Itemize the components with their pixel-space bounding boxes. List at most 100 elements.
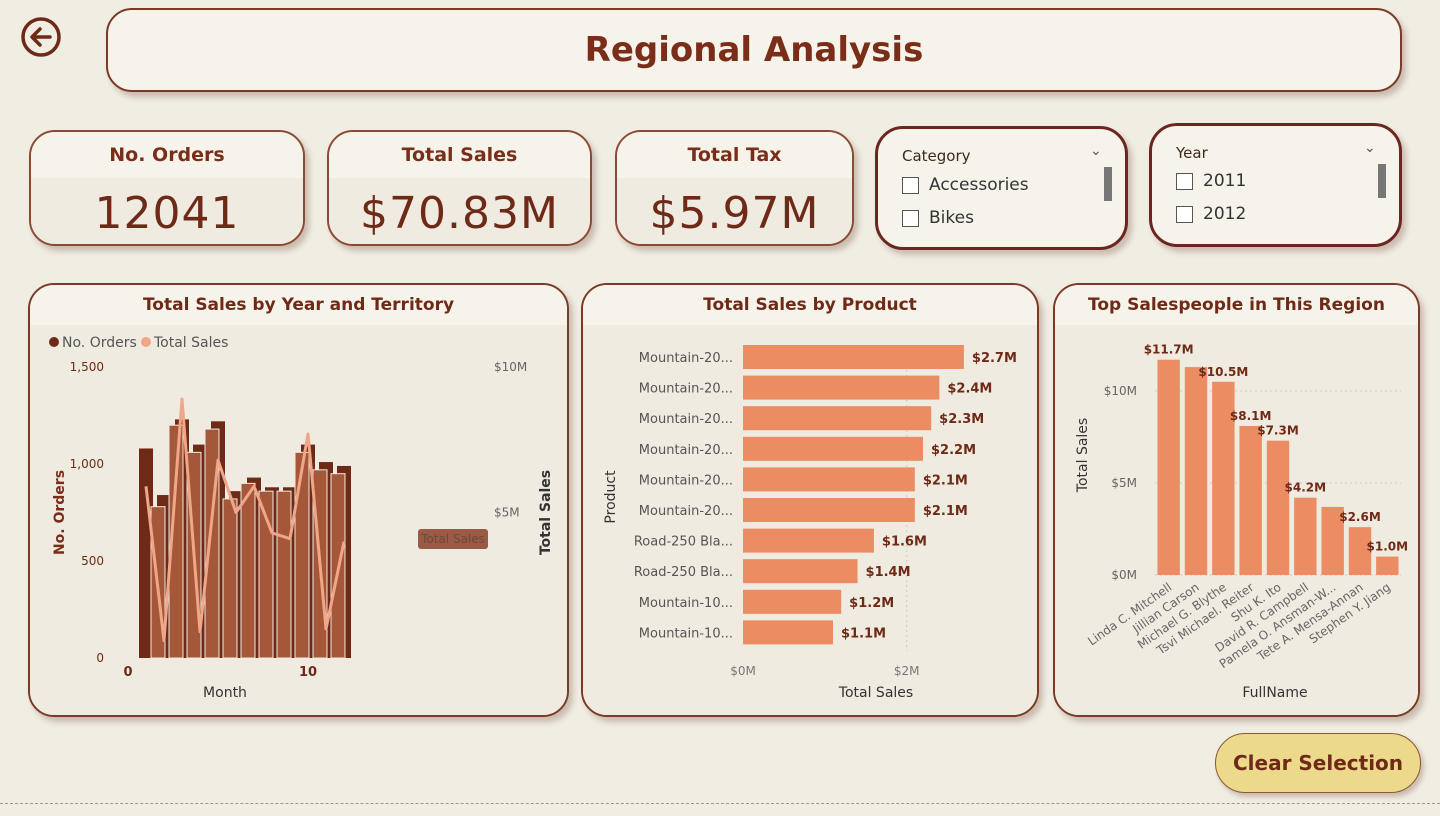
tooltip-box [418, 529, 488, 549]
chart-title: Total Sales by Year and Territory [30, 285, 567, 325]
bar-product [743, 375, 940, 400]
category-label: Road-250 Bla... [634, 535, 733, 550]
bar-product [743, 498, 915, 522]
y-tick-label: $10M [1104, 384, 1137, 398]
category-label: Mountain-20... [639, 351, 733, 366]
x-tick-label: 0 [123, 665, 132, 680]
data-label: $11.7M [1144, 343, 1194, 357]
combo-chart[interactable]: No. Orders Total Sales 0 500 1,000 1,500 $5M $1… [30, 325, 567, 715]
x-tick-label: $0M [730, 664, 756, 678]
bar-salesperson [1157, 359, 1180, 575]
category-label: Mountain-20... [639, 412, 733, 427]
kpi-card-orders: No. Orders 12041 [29, 130, 305, 246]
kpi-value: 12041 [31, 178, 303, 244]
legend-marker [141, 337, 151, 347]
bar-salesperson [1348, 527, 1372, 575]
checkbox-icon[interactable] [902, 176, 919, 194]
data-label: $8.1M [1230, 409, 1272, 423]
bar-product [743, 559, 858, 584]
checkbox-icon[interactable] [1176, 205, 1193, 223]
category-label: Mountain-10... [639, 596, 733, 611]
data-label: $2.4M [947, 382, 992, 397]
x-tick-label: $2M [894, 664, 920, 678]
y2-tick-label: $10M [494, 360, 527, 374]
y-tick-label: 1,000 [70, 457, 104, 471]
bar-orders [222, 498, 238, 659]
x-axis-label: FullName [1242, 685, 1307, 701]
bar-salesperson [1212, 381, 1235, 575]
chevron-down-icon[interactable]: ⌄ [1090, 143, 1102, 159]
bar-product [743, 620, 833, 645]
data-label: $2.3M [939, 412, 984, 427]
slicer-option-label: Bikes [929, 208, 974, 228]
data-label: $1.6M [882, 535, 927, 550]
kpi-label: Total Tax [617, 132, 852, 178]
category-label: Mountain-20... [639, 473, 733, 488]
x-axis-label: Month [203, 685, 247, 701]
chart-title: Total Sales by Product [583, 285, 1037, 325]
bar-salesperson [1376, 556, 1399, 575]
y-tick-label: 0 [96, 651, 104, 665]
slicer-option-2012[interactable]: 2012 [1176, 204, 1246, 224]
category-label: Mountain-10... [639, 626, 733, 641]
bar-product [743, 589, 842, 614]
slicer-header: Year [1176, 144, 1208, 162]
x-axis-label: Total Sales [838, 685, 913, 701]
bar-product [743, 528, 874, 553]
slicer-scrollbar[interactable] [1378, 164, 1386, 198]
bar-salesperson [1239, 425, 1262, 575]
data-label: $2.2M [931, 443, 976, 458]
category-label: Mountain-20... [639, 443, 733, 458]
back-arrow-icon [21, 17, 61, 57]
data-label: $2.1M [923, 473, 968, 488]
chart-panel-salespeople: Top Salespeople in This Region $0M $5M $10… [1053, 283, 1420, 717]
data-label: $10.5M [1198, 365, 1248, 379]
y2-axis-label: Total Sales [538, 470, 554, 555]
slicer-scrollbar[interactable] [1104, 167, 1112, 201]
category-slicer[interactable]: Category ⌄ Accessories Bikes [875, 126, 1128, 250]
x-tick-label: 10 [299, 665, 317, 680]
bar-orders [294, 451, 310, 659]
data-label: $1.2M [849, 596, 894, 611]
back-button[interactable] [20, 16, 61, 57]
y2-tick-label: $5M [494, 506, 520, 520]
slicer-option-2011[interactable]: 2011 [1176, 171, 1246, 191]
kpi-value: $5.97M [617, 178, 852, 244]
slicer-option-accessories[interactable]: Accessories [902, 175, 1029, 195]
checkbox-icon[interactable] [902, 209, 919, 227]
bar-orders [276, 490, 292, 659]
y-axis-label: No. Orders [52, 470, 68, 555]
slicer-option-bikes[interactable]: Bikes [902, 208, 974, 228]
product-bar-chart[interactable]: Mountain-20... $2.7M Mountain-20... $2.4M Mo… [583, 325, 1037, 715]
chart-panel-year-territory: Total Sales by Year and Territory No. Or… [28, 283, 569, 717]
slicer-option-label: 2012 [1203, 204, 1247, 224]
bar-product [743, 406, 932, 431]
page-title: Regional Analysis [584, 30, 924, 70]
clear-selection-button[interactable]: Clear Selection [1215, 733, 1421, 793]
year-slicer[interactable]: Year ⌄ 2011 2012 [1149, 123, 1402, 247]
data-label: $2.1M [923, 504, 968, 519]
y-tick-label: $0M [1111, 568, 1137, 582]
chart-title: Top Salespeople in This Region [1055, 285, 1418, 325]
y-tick-label: 500 [81, 554, 104, 568]
y-tick-label: 1,500 [70, 360, 104, 374]
y-axis-label: Total Sales [1075, 418, 1091, 493]
y-tick-label: $5M [1111, 476, 1137, 490]
legend-label: Total Sales [153, 335, 228, 351]
bar-salesperson [1184, 367, 1208, 575]
bar-orders [240, 482, 256, 659]
bar-salesperson [1321, 506, 1344, 575]
data-label: $1.1M [841, 626, 886, 641]
bar-orders [139, 448, 153, 658]
page-divider [0, 803, 1440, 804]
data-label: $2.7M [972, 351, 1017, 366]
kpi-card-total-sales: Total Sales $70.83M [327, 130, 592, 246]
category-label: Road-250 Bla... [634, 565, 733, 580]
slicer-option-label: Accessories [929, 175, 1029, 195]
chevron-down-icon[interactable]: ⌄ [1364, 140, 1376, 156]
checkbox-icon[interactable] [1176, 172, 1193, 190]
data-label: $7.3M [1257, 424, 1299, 438]
bar-salesperson [1266, 440, 1290, 575]
category-label: Mountain-20... [639, 382, 733, 397]
